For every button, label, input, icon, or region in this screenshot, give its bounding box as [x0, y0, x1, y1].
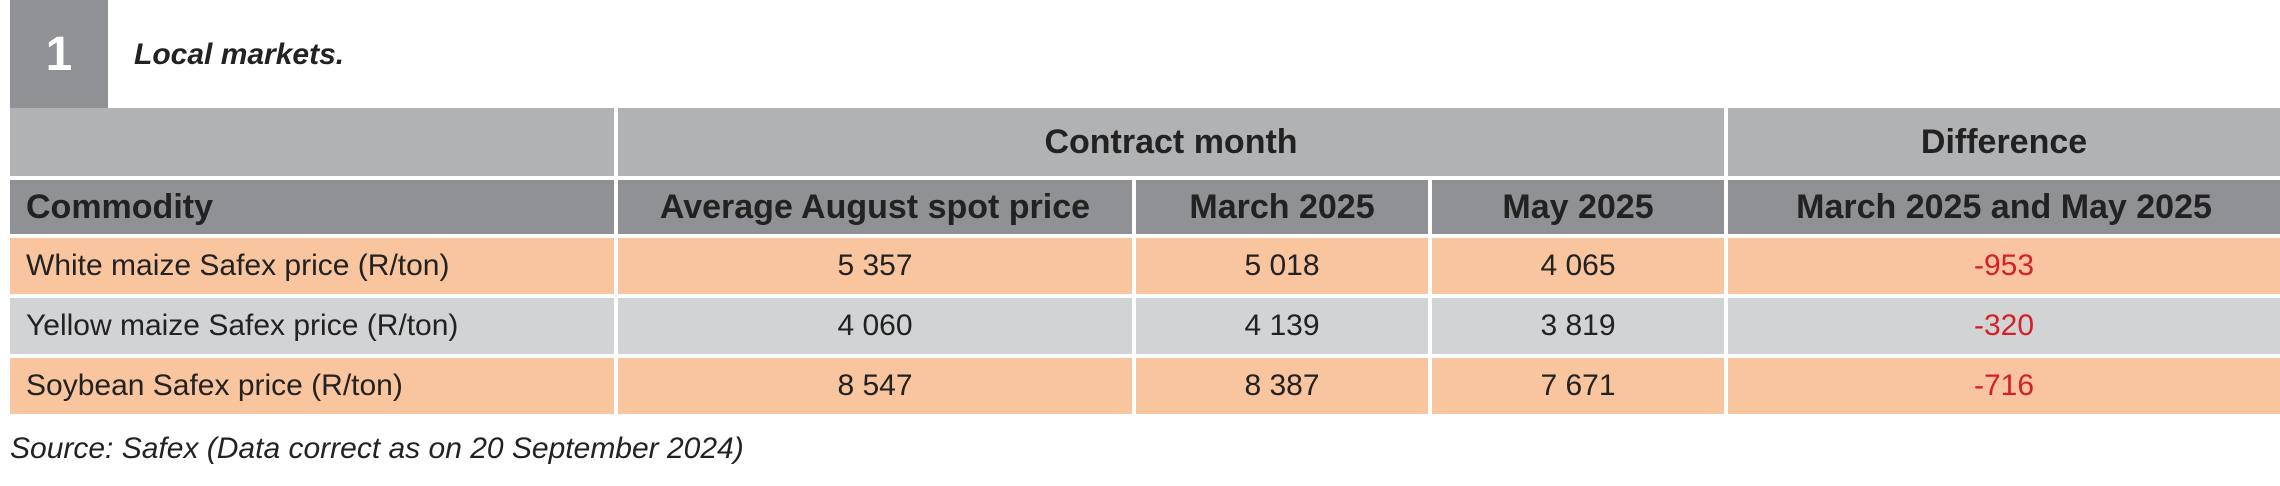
- column-header-difference: March 2025 and May 2025: [1724, 176, 2280, 238]
- group-header-blank: [10, 108, 618, 180]
- spot-price-cell: 4 060: [614, 294, 1136, 358]
- may-2025-cell: 3 819: [1427, 294, 1729, 358]
- column-header-spot-price: Average August spot price: [614, 176, 1136, 238]
- column-header-row: Commodity Average August spot price Marc…: [10, 176, 2280, 238]
- table-row: White maize Safex price (R/ton) 5 357 5 …: [10, 234, 2280, 298]
- markets-table-container: Contract month Difference Commodity Aver…: [10, 108, 2280, 418]
- source-note: Source: Safex (Data correct as on 20 Sep…: [10, 432, 744, 465]
- table-title: Local markets.: [134, 38, 345, 71]
- group-header-contract-month: Contract month: [613, 108, 1729, 180]
- table-number-badge: 1: [10, 0, 108, 108]
- table-row: Soybean Safex price (R/ton) 8 547 8 387 …: [10, 354, 2280, 418]
- spot-price-cell: 8 547: [614, 354, 1136, 418]
- commodity-cell: Yellow maize Safex price (R/ton): [10, 294, 618, 358]
- group-header-difference: Difference: [1724, 108, 2280, 180]
- table-title-bar: 1 Local markets.: [10, 0, 2280, 108]
- may-2025-cell: 4 065: [1427, 234, 1729, 298]
- may-2025-cell: 7 671: [1427, 354, 1729, 418]
- column-header-may-2025: May 2025: [1427, 176, 1729, 238]
- commodity-cell: White maize Safex price (R/ton): [10, 234, 618, 298]
- group-header-row: Contract month Difference: [10, 108, 2280, 180]
- difference-cell: -953: [1724, 234, 2280, 298]
- march-2025-cell: 5 018: [1132, 234, 1432, 298]
- table-row: Yellow maize Safex price (R/ton) 4 060 4…: [10, 294, 2280, 358]
- difference-cell: -320: [1724, 294, 2280, 358]
- march-2025-cell: 8 387: [1132, 354, 1432, 418]
- commodity-cell: Soybean Safex price (R/ton): [10, 354, 618, 418]
- difference-cell: -716: [1724, 354, 2280, 418]
- column-header-march-2025: March 2025: [1132, 176, 1432, 238]
- markets-table: Contract month Difference Commodity Aver…: [10, 108, 2280, 418]
- column-header-commodity: Commodity: [10, 176, 618, 238]
- spot-price-cell: 5 357: [614, 234, 1136, 298]
- march-2025-cell: 4 139: [1132, 294, 1432, 358]
